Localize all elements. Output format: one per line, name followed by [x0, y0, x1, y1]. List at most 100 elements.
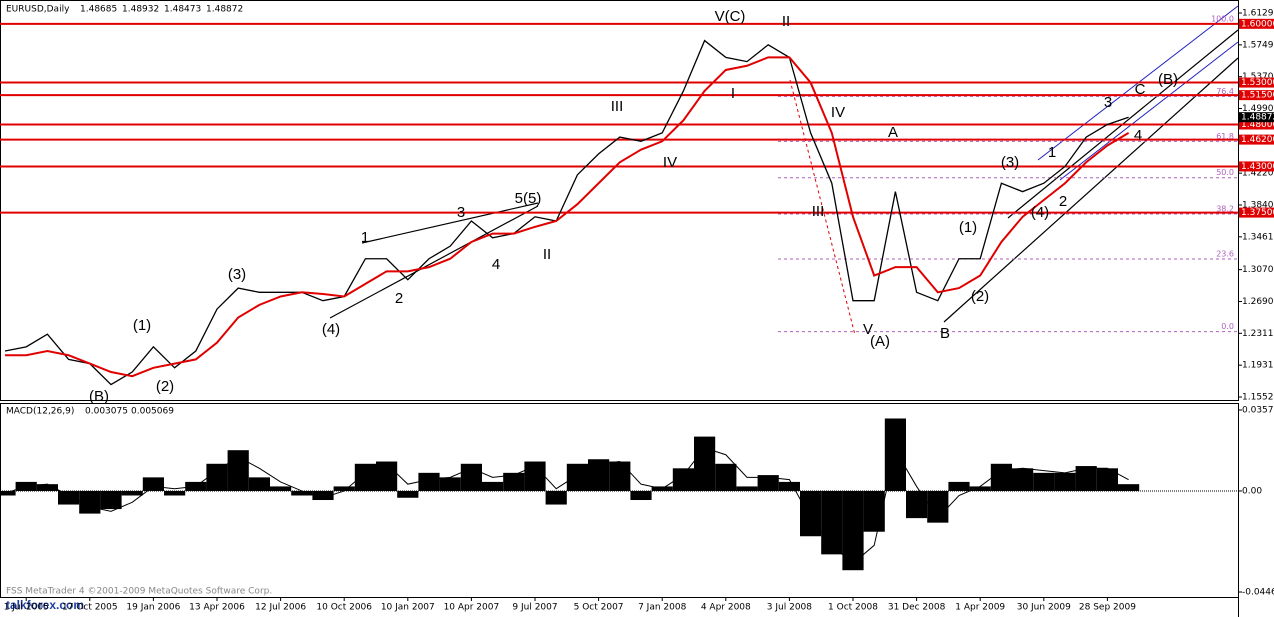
- x-tick-label: 7 Jan 2008: [638, 603, 686, 613]
- macd-bar: [227, 450, 249, 491]
- macd-bar: [736, 486, 758, 491]
- level-tag: [1239, 18, 1274, 29]
- macd-bar: [121, 490, 143, 496]
- y-tick-label: 1.49905: [1242, 104, 1274, 114]
- macd-bar: [376, 461, 398, 491]
- fib-label: 50.0: [1216, 168, 1234, 177]
- wave-label: (3): [1001, 154, 1019, 171]
- macd-bar: [36, 484, 58, 491]
- macd-bar: [948, 481, 970, 491]
- y-tick-label: 1.2311: [1242, 329, 1274, 339]
- macd-bar: [1118, 484, 1140, 491]
- x-tick-label: 10 Apr 2007: [444, 603, 500, 613]
- wave-label: I: [731, 85, 735, 102]
- y-tick-label: 1.42200: [1242, 169, 1274, 179]
- wave-label: (4): [1031, 204, 1049, 221]
- y-tick-label: 1.61290: [1242, 9, 1274, 19]
- macd-bar: [1054, 472, 1076, 491]
- price-line: [4, 39, 1129, 386]
- wave-label: (B): [89, 388, 109, 405]
- quote-value: 1.48685: [80, 5, 117, 15]
- macd-bar: [969, 486, 991, 491]
- chart-title: EURUSD,Daily: [6, 5, 70, 15]
- wave-label: 3: [1104, 94, 1112, 111]
- wave-label: (B): [1158, 71, 1178, 88]
- x-tick-label: 10 Oct 2006: [316, 603, 372, 613]
- x-tick-label: 9 Jul 2007: [512, 603, 557, 613]
- price-tag-label: 1.48872: [1241, 113, 1274, 123]
- wave-label: IV: [663, 154, 677, 171]
- wave-label: (4): [322, 321, 340, 338]
- macd-readout: 0.005069: [131, 407, 174, 417]
- fib-label: 100.0: [1211, 14, 1234, 23]
- y-tick-label: 1.38405: [1242, 201, 1274, 211]
- level-tag: [1239, 77, 1274, 88]
- macd-readout: 0.003075: [85, 407, 128, 417]
- wave-label: 4: [1134, 127, 1142, 144]
- macd-bar: [312, 490, 334, 501]
- macd-bar: [906, 490, 928, 519]
- macd-bar: [524, 461, 546, 491]
- macd-bar: [630, 490, 652, 501]
- quote-value: 1.48872: [206, 5, 243, 15]
- x-tick-label: 10 Jan 2007: [381, 603, 435, 613]
- x-tick-label: 19 Jan 2006: [126, 603, 180, 613]
- macd-bar: [800, 490, 822, 537]
- level-label: 1.48000: [1241, 120, 1274, 130]
- wave-label: 5(5): [515, 190, 542, 207]
- macd-pane: [0, 403, 1239, 598]
- fib-label: 38.2: [1216, 205, 1234, 214]
- macd-bar: [545, 490, 567, 505]
- y-tick-label: 1.53700: [1242, 72, 1274, 82]
- wave-label: (3): [228, 266, 246, 283]
- wave-label: 1: [361, 229, 369, 246]
- macd-bar: [142, 477, 164, 491]
- macd-bar: [1012, 468, 1034, 491]
- wave-label: II: [543, 246, 551, 263]
- macd-bar: [291, 490, 313, 496]
- wave-label: (1): [133, 317, 151, 334]
- footer: FSS MetaTrader 4 ©2001-2009 MetaQuotes S…: [6, 587, 272, 597]
- macd-bar: [206, 463, 228, 491]
- level-label: 1.53000: [1241, 78, 1274, 88]
- level-tag: [1239, 134, 1274, 145]
- macd-bar: [884, 418, 906, 491]
- macd-title: MACD(12,26,9): [6, 407, 74, 417]
- macd-bar: [503, 472, 525, 491]
- wave-label: (1): [959, 219, 977, 236]
- wave-label: V(C): [715, 8, 746, 25]
- macd-bar: [418, 472, 440, 491]
- wave-label: III: [611, 98, 624, 115]
- x-tick-label: 5 Oct 2007: [574, 603, 624, 613]
- y-tick-label: -0.04462: [1242, 588, 1274, 598]
- x-tick-label: 1 Jul 2005: [4, 603, 49, 613]
- y-tick-label: 1.19315: [1242, 361, 1274, 371]
- y-tick-label: 1.3461: [1242, 232, 1274, 242]
- macd-bar: [270, 486, 292, 491]
- y-tick-label: 1.57495: [1242, 40, 1274, 50]
- wave-label: 1: [1048, 144, 1056, 161]
- x-tick-label: 30 Jun 2009: [1017, 603, 1071, 613]
- fib-label: 23.6: [1216, 249, 1234, 258]
- wave-label: III: [812, 203, 825, 220]
- fib-swing: [789, 79, 856, 336]
- macd-bar: [566, 463, 588, 491]
- price-pane: [0, 0, 1239, 401]
- x-tick-label: 1 Oct 2008: [828, 603, 878, 613]
- level-tag: [1239, 119, 1274, 130]
- macd-bar: [482, 481, 504, 491]
- x-tick-label: 28 Sep 2009: [1079, 603, 1136, 613]
- level-label: 1.51500: [1241, 91, 1274, 101]
- wave-label: 4: [492, 256, 500, 273]
- macd-bar: [672, 468, 694, 491]
- macd-bar: [715, 463, 737, 491]
- wave-label: II: [782, 13, 790, 30]
- y-tick-label: 0.03575: [1242, 406, 1274, 416]
- x-tick-label: 13 Apr 2006: [189, 603, 245, 613]
- level-label: 1.46200: [1241, 135, 1274, 145]
- wave-label: 3: [457, 204, 465, 221]
- wave-label: (A): [870, 333, 890, 350]
- macd-bar: [439, 477, 461, 491]
- wave-label: (2): [971, 288, 989, 305]
